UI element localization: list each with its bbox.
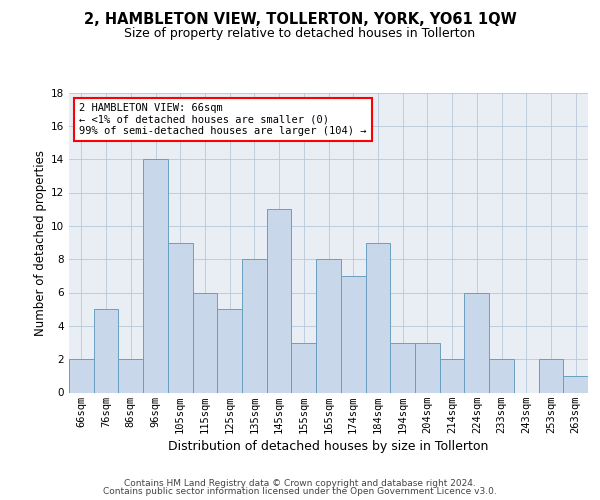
- Bar: [94, 309, 118, 392]
- Bar: [143, 159, 168, 392]
- Text: 2 HAMBLETON VIEW: 66sqm
← <1% of detached houses are smaller (0)
99% of semi-det: 2 HAMBLETON VIEW: 66sqm ← <1% of detache…: [79, 103, 367, 136]
- Bar: [390, 342, 415, 392]
- Text: Contains public sector information licensed under the Open Government Licence v3: Contains public sector information licen…: [103, 487, 497, 496]
- Bar: [69, 359, 94, 392]
- X-axis label: Distribution of detached houses by size in Tollerton: Distribution of detached houses by size …: [169, 440, 488, 452]
- Text: 2, HAMBLETON VIEW, TOLLERTON, YORK, YO61 1QW: 2, HAMBLETON VIEW, TOLLERTON, YORK, YO61…: [83, 12, 517, 28]
- Bar: [489, 359, 514, 392]
- Bar: [168, 242, 193, 392]
- Bar: [341, 276, 365, 392]
- Bar: [217, 309, 242, 392]
- Bar: [539, 359, 563, 392]
- Text: Contains HM Land Registry data © Crown copyright and database right 2024.: Contains HM Land Registry data © Crown c…: [124, 478, 476, 488]
- Bar: [415, 342, 440, 392]
- Bar: [563, 376, 588, 392]
- Bar: [365, 242, 390, 392]
- Bar: [440, 359, 464, 392]
- Bar: [267, 209, 292, 392]
- Bar: [316, 259, 341, 392]
- Y-axis label: Number of detached properties: Number of detached properties: [34, 150, 47, 336]
- Bar: [464, 292, 489, 392]
- Text: Size of property relative to detached houses in Tollerton: Size of property relative to detached ho…: [124, 28, 476, 40]
- Bar: [118, 359, 143, 392]
- Bar: [242, 259, 267, 392]
- Bar: [292, 342, 316, 392]
- Bar: [193, 292, 217, 392]
